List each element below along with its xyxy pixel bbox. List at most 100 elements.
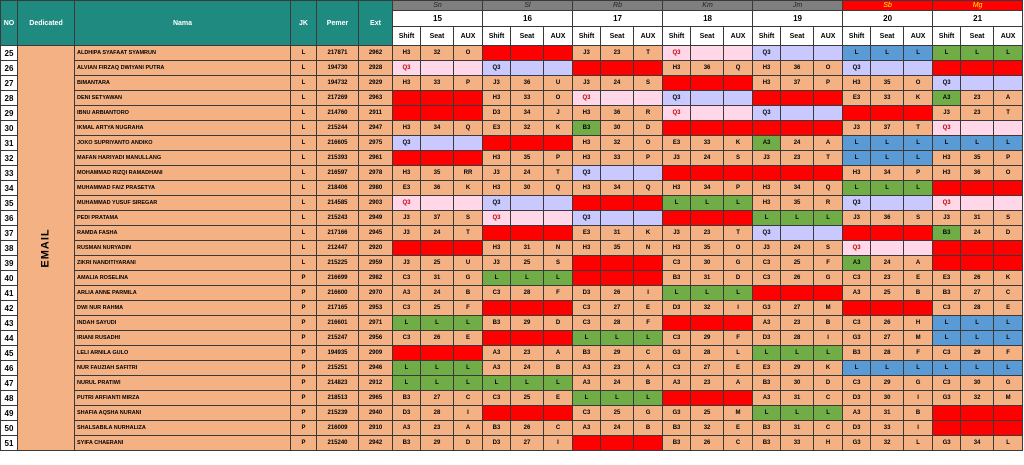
gender-cell: P [290, 330, 317, 346]
table-row: 48 PUTRI ARFIANTI MIRZA P 218513 2965 B3 27 C C3… [0, 390, 1024, 406]
shift-cell-seat [780, 105, 815, 121]
shift-cell-aux: L [993, 435, 1024, 451]
table-row: 25 EMAIL ALDHIPA SYAFAAT SYAMRUN L 217871 296… [0, 45, 1024, 451]
row-number: 32 [0, 150, 18, 166]
table-row: 43 INDAH SAYUDI P 216601 2971 L L L B3 29 D C3 28 F L L… [0, 315, 1024, 331]
shift-cell-shift: L [392, 90, 421, 106]
shift-cell-aux [903, 195, 934, 211]
shift-cell-seat: L [960, 420, 995, 436]
ext-cell: 2978 [358, 165, 393, 181]
pemer-cell: 215225 [316, 255, 359, 271]
day-date: 16 [481, 10, 574, 27]
subheader-aux: AUX [633, 26, 664, 46]
shift-cell-seat [780, 45, 815, 61]
shift-cell-shift: L [392, 345, 421, 361]
shift-cell-aux: U [542, 75, 574, 91]
shift-cell-shift: L [932, 135, 962, 151]
row-number: 26 [0, 60, 18, 76]
shift-cell-aux: F [993, 345, 1024, 361]
shift-cell-seat: 27 [960, 285, 995, 301]
shift-cell-aux [813, 105, 844, 121]
shift-cell-seat: L [780, 405, 815, 421]
ext-cell: 2965 [358, 390, 393, 406]
shift-cell-shift: A3 [662, 375, 692, 391]
shift-cell-aux: K [723, 135, 754, 151]
shift-cell-shift: D3 [482, 105, 511, 121]
shift-cell-seat: L [690, 390, 725, 406]
shift-cell-shift: B3 [482, 420, 511, 436]
shift-cell-aux [542, 210, 574, 226]
shift-cell-aux: K [993, 270, 1024, 286]
shift-cell-aux: L [542, 270, 574, 286]
shift-cell-aux: J [542, 105, 574, 121]
shift-cell-shift: L [662, 210, 692, 226]
shift-cell-seat: L [960, 360, 995, 376]
shift-cell-seat: 34 [870, 165, 905, 181]
shift-cell-seat: L [960, 60, 995, 76]
shift-cell-shift: E3 [662, 135, 692, 151]
shift-cell-aux: A [813, 135, 844, 151]
employee-name: IRIANI RUSADHI [74, 330, 291, 346]
shift-cell-aux: I [453, 405, 483, 421]
shift-cell-shift: C3 [392, 300, 421, 316]
shift-cell-seat: L [600, 390, 635, 406]
shift-cell-shift: J3 [752, 240, 782, 256]
shift-cell-aux [633, 210, 664, 226]
shift-cell-shift: D3 [482, 435, 511, 451]
shift-cell-shift: J3 [572, 75, 602, 91]
shift-cell-shift: L [572, 330, 602, 346]
row-number: 49 [0, 405, 18, 421]
table-row: 39 ZIKRI NANDITIYARANI L 215225 2959 J3 25 U J3 2… [0, 255, 1024, 271]
shift-cell-shift: H3 [752, 75, 782, 91]
shift-cell-shift: H3 [842, 75, 872, 91]
shift-cell-aux: G [723, 255, 754, 271]
shift-cell-shift: Q3 [482, 60, 511, 76]
header-ext: Ext [358, 0, 393, 46]
pemer-cell: 215247 [316, 330, 359, 346]
shift-cell-seat: 23 [780, 315, 815, 331]
shift-cell-shift: G3 [842, 330, 872, 346]
shift-cell-seat: L [690, 210, 725, 226]
shift-cell-seat: 35 [870, 75, 905, 91]
shift-cell-aux: T [633, 45, 664, 61]
employee-name: IBNU ARBIANTORO [74, 105, 291, 121]
row-number: 42 [0, 300, 18, 316]
shift-cell-seat: 29 [690, 330, 725, 346]
shift-cell-shift: L [932, 330, 962, 346]
shift-cell-shift: C3 [932, 345, 962, 361]
row-number: 37 [0, 225, 18, 241]
shift-cell-aux: L [813, 210, 844, 226]
shift-cell-seat: 26 [600, 285, 635, 301]
shift-cell-shift: C3 [662, 360, 692, 376]
shift-cell-seat: L [420, 150, 454, 166]
shift-cell-seat [420, 60, 454, 76]
shift-cell-shift: Q3 [572, 210, 602, 226]
shift-cell-aux: A [453, 420, 483, 436]
shift-cell-seat: 33 [600, 150, 635, 166]
shift-cell-seat: 26 [780, 270, 815, 286]
shift-cell-shift: C3 [572, 405, 602, 421]
shift-cell-aux: T [993, 105, 1024, 121]
shift-cell-shift: B3 [752, 375, 782, 391]
shift-cell-seat: 23 [600, 360, 635, 376]
shift-cell-seat: L [960, 45, 995, 61]
shift-cell-aux: K [813, 360, 844, 376]
shift-cell-seat: 35 [960, 150, 995, 166]
pemer-cell: 215243 [316, 210, 359, 226]
shift-cell-aux: L [453, 375, 483, 391]
shift-cell-aux: L [723, 195, 754, 211]
shift-cell-seat: L [690, 120, 725, 136]
subheader-seat: Seat [870, 26, 905, 46]
shift-cell-seat: L [510, 225, 544, 241]
shift-cell-shift: A3 [752, 315, 782, 331]
ext-cell: 2920 [358, 240, 393, 256]
gender-cell: L [290, 135, 317, 151]
shift-cell-shift: Q3 [932, 195, 962, 211]
shift-cell-shift: L [842, 105, 872, 121]
shift-cell-shift: E3 [392, 180, 421, 196]
shift-cell-shift: H3 [572, 135, 602, 151]
shift-cell-seat: 23 [780, 150, 815, 166]
shift-cell-aux: B [542, 360, 574, 376]
shift-cell-shift: J3 [392, 255, 421, 271]
day-name: Rb [572, 0, 664, 11]
